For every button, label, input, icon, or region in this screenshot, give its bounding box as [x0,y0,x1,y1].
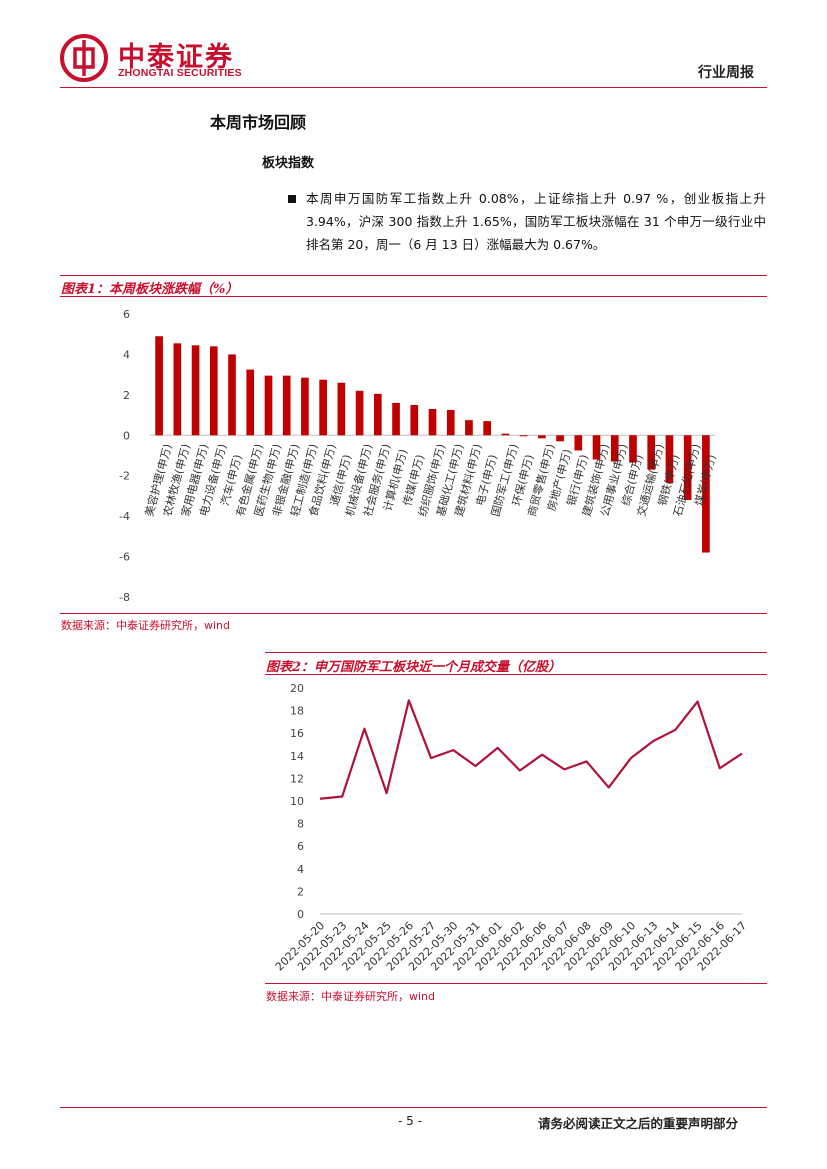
y-tick-label: 6 [123,308,130,321]
bar [209,346,218,436]
report-type: 行业周报 [698,65,754,81]
figure2-source: 数据来源：中泰证券研究所，wind [266,990,436,1003]
figure1-caption: 图表1：本周板块涨跌幅（%） [61,282,239,297]
y-tick-label: 6 [297,840,304,853]
y-tick-label: 4 [123,348,130,361]
section-title: 本周市场回顾 [210,113,307,132]
bar [629,435,637,463]
bar [501,433,510,436]
bar [337,382,346,436]
bar [446,410,455,436]
bar [683,435,692,500]
y-tick-label: 16 [290,727,304,740]
bar [410,404,419,436]
bar [319,379,327,436]
bar [428,409,437,436]
bar [556,435,564,442]
bar [246,369,255,436]
bar [282,375,291,436]
header-divider [60,87,767,88]
bar [519,435,528,437]
figure1-bottom-rule [60,613,767,614]
page-number: - 5 - [398,1114,422,1128]
bar [264,375,273,436]
y-tick-label: -4 [119,510,130,523]
figure2-bottom-rule [265,983,767,984]
logo-name: 中泰证券 [118,42,234,73]
bar [465,420,473,436]
y-tick-label: 12 [290,772,304,785]
figure2-caption-rule [265,674,767,675]
logo-emblem-icon [60,34,108,82]
bar [592,435,601,460]
y-tick-label: 2 [297,885,304,898]
bar [392,402,400,436]
bar [301,377,309,436]
bullet-icon [288,195,296,203]
figure1-source: 数据来源：中泰证券研究所，wind [61,619,231,632]
bar [155,336,163,436]
figure1-caption-rule [60,296,767,297]
bar [228,354,236,436]
footer-disclaimer: 请务必阅读正文之后的重要声明部分 [538,1116,739,1131]
y-tick-label: -2 [119,470,130,483]
y-tick-label: -8 [119,591,130,604]
figure2-caption: 图表2：申万国防军工板块近一个月成交量（亿股） [266,660,562,675]
bar [665,435,674,483]
volume-series-line [319,699,743,800]
bar [191,345,200,436]
y-tick-label: 8 [297,818,304,831]
y-tick-label: 18 [290,705,304,718]
bar [647,435,656,470]
figure1-top-rule [60,275,767,276]
y-tick-label: 0 [297,908,304,921]
y-tick-label: 2 [123,389,130,402]
trading-volume-line-chart: 201816141210864202022-05-202022-05-23202… [273,682,749,973]
y-tick-label: 20 [290,682,304,695]
summary-paragraph: 本周申万国防军工指数上升 0.08%，上证综指上升 0.97 %，创业板指上升3… [306,191,766,252]
footer-divider [60,1107,767,1108]
logo-english-name: ZHONGTAI SECURITIES [118,67,242,79]
figure2-top-rule [265,652,767,653]
bar [373,393,382,436]
y-tick-label: 4 [297,863,304,876]
bar [355,390,364,436]
y-tick-label: 10 [290,795,304,808]
bar [483,421,492,436]
y-tick-label: -6 [119,551,130,564]
y-tick-label: 0 [123,429,130,442]
bar [610,435,619,462]
company-logo: 中泰证券 ZHONGTAI SECURITIES [60,34,270,82]
bar [538,435,546,439]
bar [173,343,182,436]
sector-change-bar-chart: 6420-2-4-6-8美容护理(申万)农林牧渔(申万)家用电器(申万)电力设备… [119,308,718,604]
bar [574,435,583,451]
y-tick-label: 14 [290,750,304,763]
section-subtitle: 板块指数 [262,156,315,171]
bar [702,435,710,553]
